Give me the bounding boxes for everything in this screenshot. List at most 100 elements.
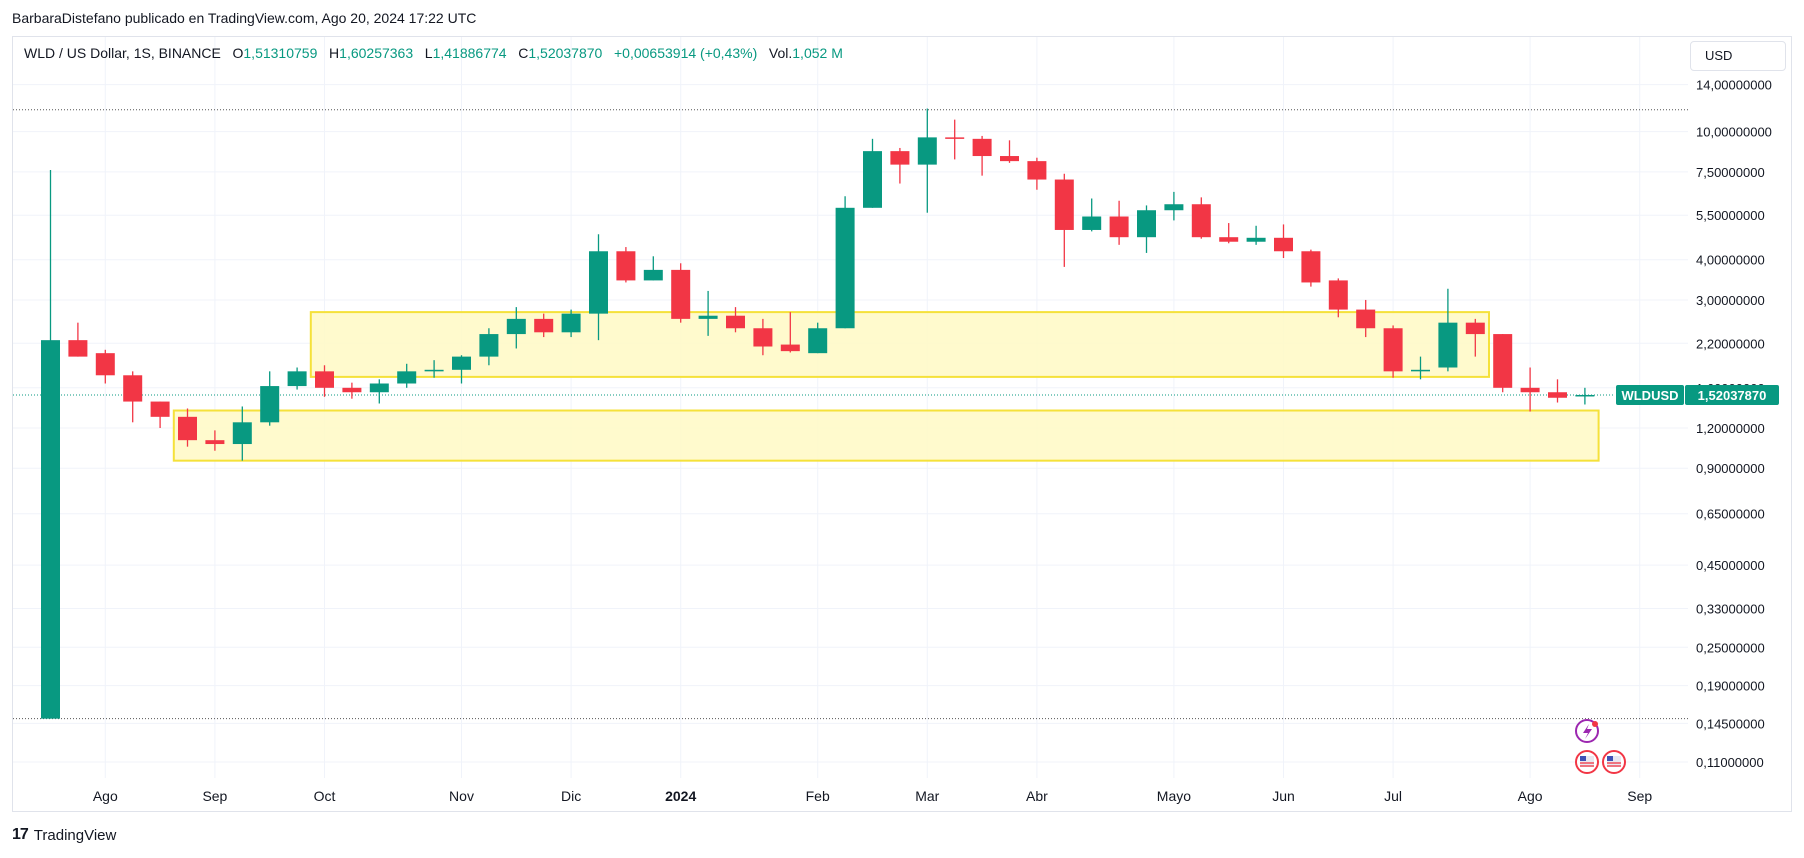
price-tick-label: 10,00000000 (1696, 125, 1772, 140)
candles (41, 108, 1595, 719)
price-tick-label: 4,00000000 (1696, 253, 1765, 268)
candle (150, 401, 170, 429)
price-tick-label: 0,90000000 (1696, 461, 1765, 476)
time-tick-label: Dic (561, 788, 581, 804)
candle (342, 382, 362, 399)
candle (1438, 288, 1458, 372)
candle-body (41, 340, 60, 719)
price-axis: 14,00000000 10,00000000 7,50000000 5,500000… (1696, 78, 1772, 770)
candle (726, 307, 745, 333)
candle-body (1465, 322, 1485, 335)
currency-button[interactable]: USD (1690, 41, 1786, 71)
candle-body (1383, 328, 1403, 372)
candle (917, 108, 937, 213)
candle (41, 170, 60, 719)
candle-body (369, 383, 389, 393)
candle (780, 312, 800, 353)
us-flag-icon[interactable] (1602, 750, 1626, 774)
last-price-marker: WLDUSD 1,52037870 (1616, 384, 1779, 405)
price-tick-label: 14,00000000 (1696, 78, 1772, 93)
chart-frame (12, 36, 1792, 812)
candle-body (917, 137, 937, 165)
last-price-tag-label: 1,52037870 (1698, 388, 1767, 403)
candle (698, 290, 718, 336)
time-tick-label: Ago (1518, 788, 1543, 804)
candle (616, 247, 636, 283)
volume-value: 1,052 M (792, 45, 843, 61)
candle-body (68, 340, 88, 357)
candle-body (726, 315, 745, 329)
candle (589, 234, 608, 341)
candle-body (589, 251, 608, 314)
price-tick-label: 0,65000000 (1696, 507, 1765, 522)
candle-body (1301, 251, 1321, 283)
time-tick-label: Jul (1384, 788, 1402, 804)
footer-brand[interactable]: 17 TradingView (12, 826, 116, 844)
candle-body (698, 315, 718, 319)
candle-body (1356, 309, 1376, 329)
time-tick-label: Sep (1627, 788, 1652, 804)
price-tick-label: 7,50000000 (1696, 165, 1765, 180)
high-value: 1,60257363 (339, 45, 414, 61)
candle-body (123, 375, 143, 402)
candle-body (1493, 334, 1513, 388)
candle (1164, 191, 1184, 221)
candle-body (561, 313, 581, 333)
candle (369, 379, 389, 404)
candle (972, 135, 992, 176)
candle (1328, 278, 1348, 318)
candle-body (1082, 216, 1102, 230)
candle (643, 256, 663, 281)
candle-body (1109, 216, 1129, 238)
price-tick-label: 0,25000000 (1696, 640, 1765, 655)
candle-body (1054, 179, 1074, 230)
candle-body (1548, 392, 1567, 398)
lightning-icon[interactable] (1575, 719, 1599, 743)
candle (890, 147, 910, 184)
brand-name: TradingView (33, 826, 117, 844)
candle (753, 318, 773, 356)
candle-body (1164, 204, 1184, 211)
candle-body (1520, 387, 1540, 393)
candle-body (753, 328, 773, 347)
candle (1000, 140, 1019, 163)
symbol-label[interactable]: WLD / US Dollar, 1S, BINANCE (24, 45, 221, 61)
candle (1191, 197, 1211, 239)
candle-body (205, 440, 225, 445)
candle (232, 406, 252, 461)
candle-body (1411, 369, 1430, 372)
candle-body (643, 269, 663, 281)
candle (1054, 173, 1074, 267)
candle-body (671, 269, 691, 319)
candle-body (1191, 204, 1211, 238)
us-flag-icon[interactable] (1575, 750, 1599, 774)
symbol-tag (1616, 384, 1684, 405)
candle (1274, 224, 1293, 259)
candle-body (506, 318, 526, 335)
candle-body (616, 251, 636, 281)
candle-body (479, 334, 499, 357)
candle (835, 196, 855, 329)
candle (1575, 387, 1595, 405)
candle-body (287, 371, 307, 387)
time-tick-label: Sep (202, 788, 227, 804)
candle-body (424, 369, 444, 372)
time-tick-label: Mar (915, 788, 939, 804)
candle (945, 119, 965, 160)
event-icons (1575, 719, 1626, 774)
time-tick-label: Feb (806, 788, 830, 804)
candle (561, 309, 581, 338)
time-tick-label: 2024 (665, 788, 696, 804)
candle-body (1575, 394, 1595, 397)
price-tick-label: 0,19000000 (1696, 679, 1765, 694)
candle (1356, 299, 1376, 338)
candle (1137, 205, 1156, 253)
candle-body (1246, 237, 1266, 242)
candle (287, 367, 307, 390)
symbol-tag-label: WLDUSD (1621, 388, 1678, 403)
candle (205, 430, 225, 451)
candle (424, 360, 444, 378)
candle-body (534, 318, 554, 333)
open-label: O (232, 45, 244, 61)
